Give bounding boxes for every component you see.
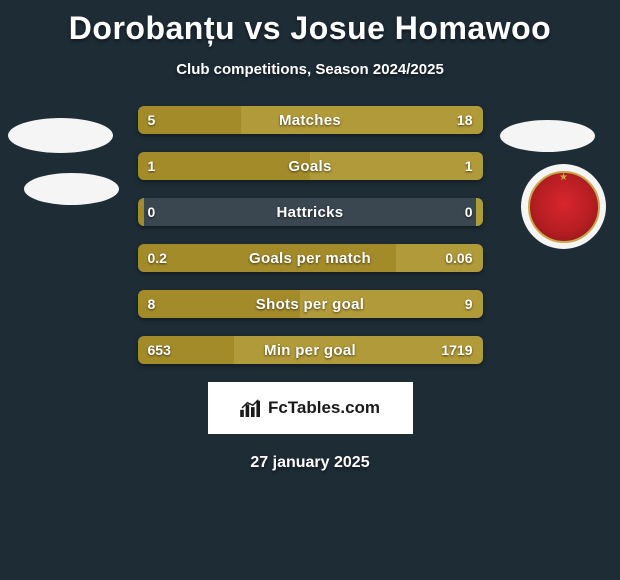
bar-row: 8 Shots per goal 9 xyxy=(138,290,483,318)
bar-fill-right xyxy=(310,152,483,180)
bar-value-right: 1 xyxy=(465,158,473,174)
bar-value-right: 0.06 xyxy=(445,250,472,266)
bar-fill-left xyxy=(138,152,311,180)
branding-banner: FcTables.com xyxy=(208,382,413,434)
bar-value-left: 5 xyxy=(148,112,156,128)
chart-icon xyxy=(240,399,262,417)
bar-value-right: 9 xyxy=(465,296,473,312)
bar-value-left: 0 xyxy=(148,204,156,220)
dinamo-crest-icon: ★ xyxy=(528,171,600,243)
player1-badge-national xyxy=(8,118,113,153)
date-text: 27 january 2025 xyxy=(0,454,620,472)
bar-label: Goals per match xyxy=(249,250,371,267)
star-icon: ★ xyxy=(559,172,568,183)
branding-text: FcTables.com xyxy=(268,398,380,418)
bar-fill-right xyxy=(241,106,483,134)
bar-value-left: 1 xyxy=(148,158,156,174)
bars-container: 5 Matches 18 1 Goals 1 0 Hattricks 0 0.2 Goals per… xyxy=(138,106,483,364)
bar-label: Goals xyxy=(288,158,331,175)
bar-label: Shots per goal xyxy=(256,296,364,313)
bar-row: 0.2 Goals per match 0.06 xyxy=(138,244,483,272)
bar-row: 1 Goals 1 xyxy=(138,152,483,180)
player1-badge-club xyxy=(24,173,119,205)
bar-fill-left xyxy=(138,198,145,226)
bar-value-right: 0 xyxy=(465,204,473,220)
bar-row: 5 Matches 18 xyxy=(138,106,483,134)
player2-badge-national xyxy=(500,120,595,152)
bar-value-left: 0.2 xyxy=(148,250,167,266)
page-title: Dorobanțu vs Josue Homawoo xyxy=(0,0,620,47)
bar-label: Matches xyxy=(279,112,341,129)
bar-row: 653 Min per goal 1719 xyxy=(138,336,483,364)
comparison-chart: ★ 5 Matches 18 1 Goals 1 0 Hattricks 0 0.2 Goals p… xyxy=(0,106,620,364)
bar-label: Min per goal xyxy=(264,342,356,359)
player2-badge-club: ★ xyxy=(521,164,606,249)
bar-row: 0 Hattricks 0 xyxy=(138,198,483,226)
subtitle: Club competitions, Season 2024/2025 xyxy=(0,61,620,78)
bar-value-right: 1719 xyxy=(441,342,472,358)
bar-label: Hattricks xyxy=(277,204,344,221)
bar-value-left: 8 xyxy=(148,296,156,312)
bar-value-left: 653 xyxy=(148,342,171,358)
bar-value-right: 18 xyxy=(457,112,473,128)
bar-fill-right xyxy=(476,198,483,226)
